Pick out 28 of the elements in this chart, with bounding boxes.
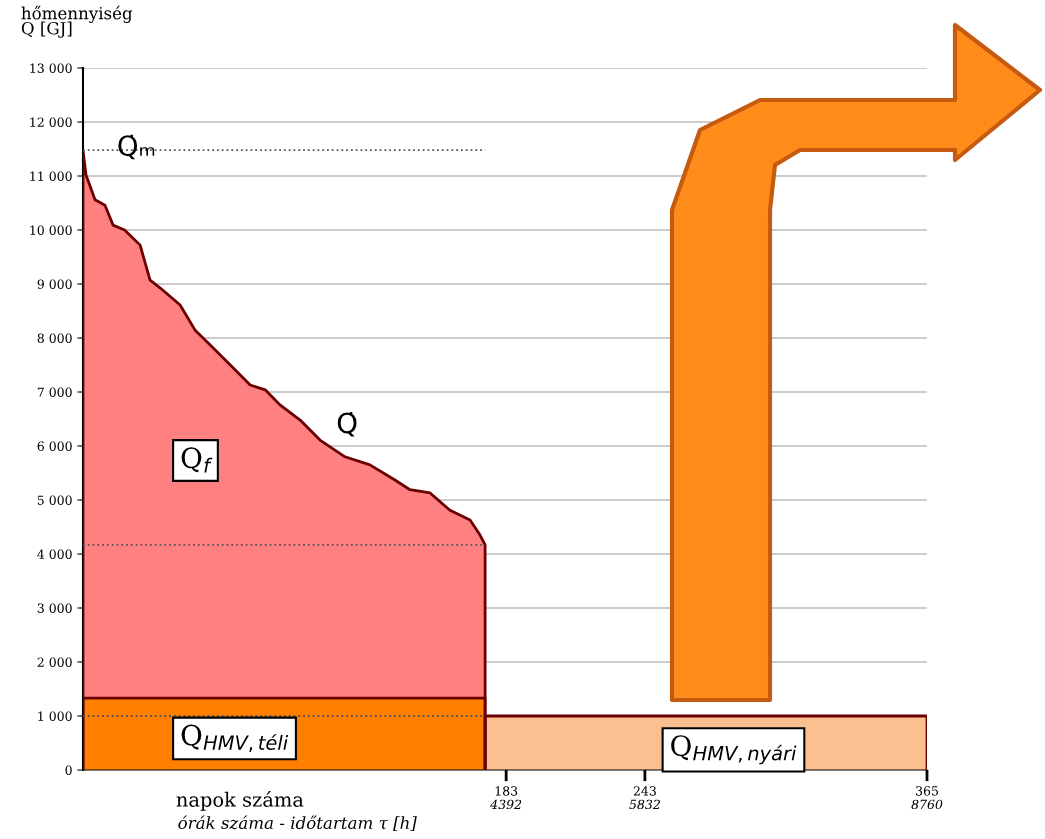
y-tick-label: 7 000 <box>37 387 72 397</box>
text: órák száma - időtartam τ [h] <box>178 815 417 832</box>
x-tick-label: 365 <box>916 786 938 796</box>
y-tick-label: 11 000 <box>30 171 72 181</box>
y-tick-label: 2 000 <box>37 657 72 667</box>
y-tick-label: 10 000 <box>30 225 72 235</box>
x-tick-label: 183 <box>495 786 518 796</box>
y-tick-label: 13 000 <box>30 63 72 73</box>
x2-tick-label: 5832 <box>629 799 660 810</box>
y-tick-label: 3 000 <box>37 603 72 613</box>
annotation: Q$_{HMV,nyári}$ <box>671 735 797 765</box>
y-tick-label: 6 000 <box>37 441 72 451</box>
y-tick-label: 9 000 <box>37 279 72 289</box>
y-tick-label: 4 000 <box>37 549 72 559</box>
y-tick-label: 0 <box>65 765 72 775</box>
x-tick-label: 243 <box>633 786 656 796</box>
annotation: Q̇ₘ <box>118 134 155 160</box>
annotation: Q$_{f}$ <box>181 447 213 473</box>
y-tick-label: 5 000 <box>37 495 72 505</box>
x-axis-title: napok száma <box>176 791 304 811</box>
x2-tick-label: 8760 <box>911 799 943 810</box>
y-tick-label: 12 000 <box>30 117 72 127</box>
y-tick-label: 8 000 <box>37 333 72 343</box>
y-axis-title: hőmennyiség Q [GJ] <box>21 5 133 38</box>
x2-tick-label: 4392 <box>490 799 522 810</box>
y-tick-label: 1 000 <box>38 711 72 721</box>
annotation: Q̇ <box>337 411 357 437</box>
annotation: Q$_{HMV,téli}$ <box>181 724 289 753</box>
